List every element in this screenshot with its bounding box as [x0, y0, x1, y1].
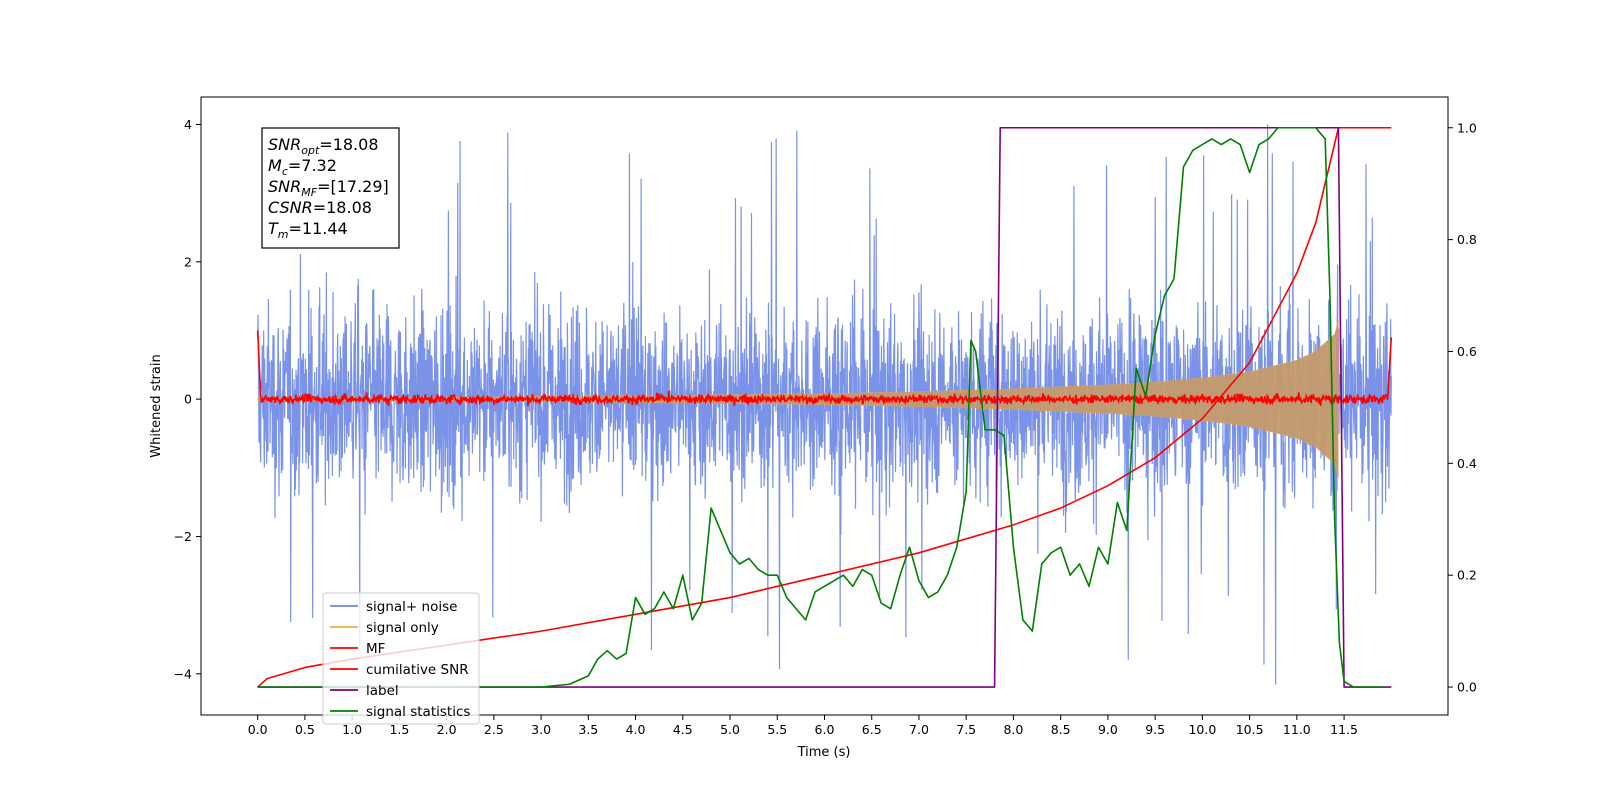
x-tick-label: 2.0: [437, 722, 457, 737]
x-tick-label: 10.5: [1236, 722, 1264, 737]
x-tick-label: 7.0: [909, 722, 929, 737]
signal-statistics-series: [257, 126, 1386, 688]
x-tick-label: 11.0: [1283, 722, 1311, 737]
label-series: [257, 126, 1392, 688]
annotation-symbol: T: [268, 219, 279, 238]
y-right-tick-label: 1.0: [1457, 120, 1477, 135]
mf-line: [256, 330, 1393, 407]
x-tick-label: 7.5: [956, 722, 976, 737]
annotation-subscript: c: [282, 165, 288, 178]
mf-series: [256, 330, 1393, 407]
legend-label: label: [366, 683, 399, 699]
y-right-tick-label: 0.0: [1457, 680, 1477, 695]
y-tick-label: 4: [184, 117, 192, 132]
signal-statistics-line: [257, 126, 1386, 688]
x-tick-label: 8.5: [1051, 722, 1071, 737]
x-tick-label: 0.0: [248, 722, 268, 737]
y-tick-label: 0: [184, 392, 192, 407]
annotation-value: =11.44: [289, 219, 348, 238]
annotation-frame: [261, 127, 400, 249]
annotation-line: SNRMF=[17.29]: [268, 177, 389, 199]
x-tick-label: 3.5: [578, 722, 598, 737]
annotation-symbol: SNR: [268, 177, 301, 196]
y-tick-label: 2: [184, 254, 192, 269]
x-tick-label: 1.0: [342, 722, 362, 737]
x-tick-label: 9.5: [1145, 722, 1165, 737]
annotation-line: CSNR=18.08: [268, 198, 372, 217]
annotation-symbol: M: [268, 156, 282, 175]
x-tick-label: 1.5: [389, 722, 409, 737]
x-tick-label: 4.0: [626, 722, 646, 737]
legend-frame: [322, 592, 480, 725]
y-right-tick-label: 0.2: [1457, 568, 1477, 583]
x-tick-label: 5.5: [767, 722, 787, 737]
annotation-line: SNRopt=18.08: [268, 135, 379, 157]
x-tick-label: 2.5: [484, 722, 504, 737]
y-tick-label: −4: [174, 666, 192, 681]
legend-label: signal only: [366, 620, 439, 636]
x-tick-label: 6.0: [815, 722, 835, 737]
x-tick-label: 10.0: [1188, 722, 1216, 737]
annotation-subscript: MF: [301, 186, 317, 199]
y-right-tick-label: 0.6: [1457, 344, 1477, 359]
legend: signal+ noise signal only MF cumilative SNR…: [322, 592, 480, 725]
x-tick-label: 4.5: [673, 722, 693, 737]
legend-label: signal+ noise: [366, 599, 457, 615]
annotation-value: =[17.29]: [317, 177, 389, 196]
annotation-value: =7.32: [288, 156, 337, 175]
signal-noise-series: [257, 124, 1392, 685]
label-line: [257, 126, 1392, 688]
annotation-symbol: SNR: [268, 135, 301, 154]
annotation-value: =18.08: [313, 198, 372, 217]
y-right-tick-label: 0.4: [1457, 456, 1477, 471]
x-tick-label: 8.0: [1003, 722, 1023, 737]
y-axis-ticks: −4 −2 0 2 4: [174, 117, 201, 681]
x-tick-label: 11.5: [1330, 722, 1358, 737]
legend-label: signal statistics: [366, 704, 470, 720]
x-tick-label: 5.0: [720, 722, 740, 737]
annotation-line: Tm=11.44: [268, 219, 348, 241]
x-tick-label: 6.5: [862, 722, 882, 737]
x-tick-label: 9.0: [1098, 722, 1118, 737]
annotation-box: SNRopt=18.08Mc=7.32SNRMF=[17.29]CSNR=18.…: [261, 127, 400, 249]
signal-noise-line: [257, 124, 1392, 685]
annotation-subscript: opt: [301, 144, 320, 157]
y-axis-label: Whitened strain: [149, 354, 164, 457]
annotation-symbol: CSNR: [268, 198, 313, 217]
x-tick-label: 3.0: [531, 722, 551, 737]
annotation-line: Mc=7.32: [268, 156, 337, 178]
x-tick-label: 0.5: [295, 722, 315, 737]
y-right-tick-label: 0.8: [1457, 232, 1477, 247]
y-tick-label: −2: [174, 529, 192, 544]
x-axis-label: Time (s): [797, 745, 851, 760]
annotation-value: =18.08: [319, 135, 378, 154]
x-axis-ticks: 0.0 0.5 1.0 1.5 2.0 2.5 3.0 3.5 4.0 4.5 5.0 5.5 6.0 6…: [248, 715, 1358, 737]
y-right-axis-ticks: 0.0 0.2 0.4 0.6 0.8 1.0: [1448, 120, 1477, 695]
annotation-subscript: m: [278, 228, 289, 241]
legend-label: MF: [366, 641, 385, 657]
legend-label: cumilative SNR: [366, 662, 469, 678]
